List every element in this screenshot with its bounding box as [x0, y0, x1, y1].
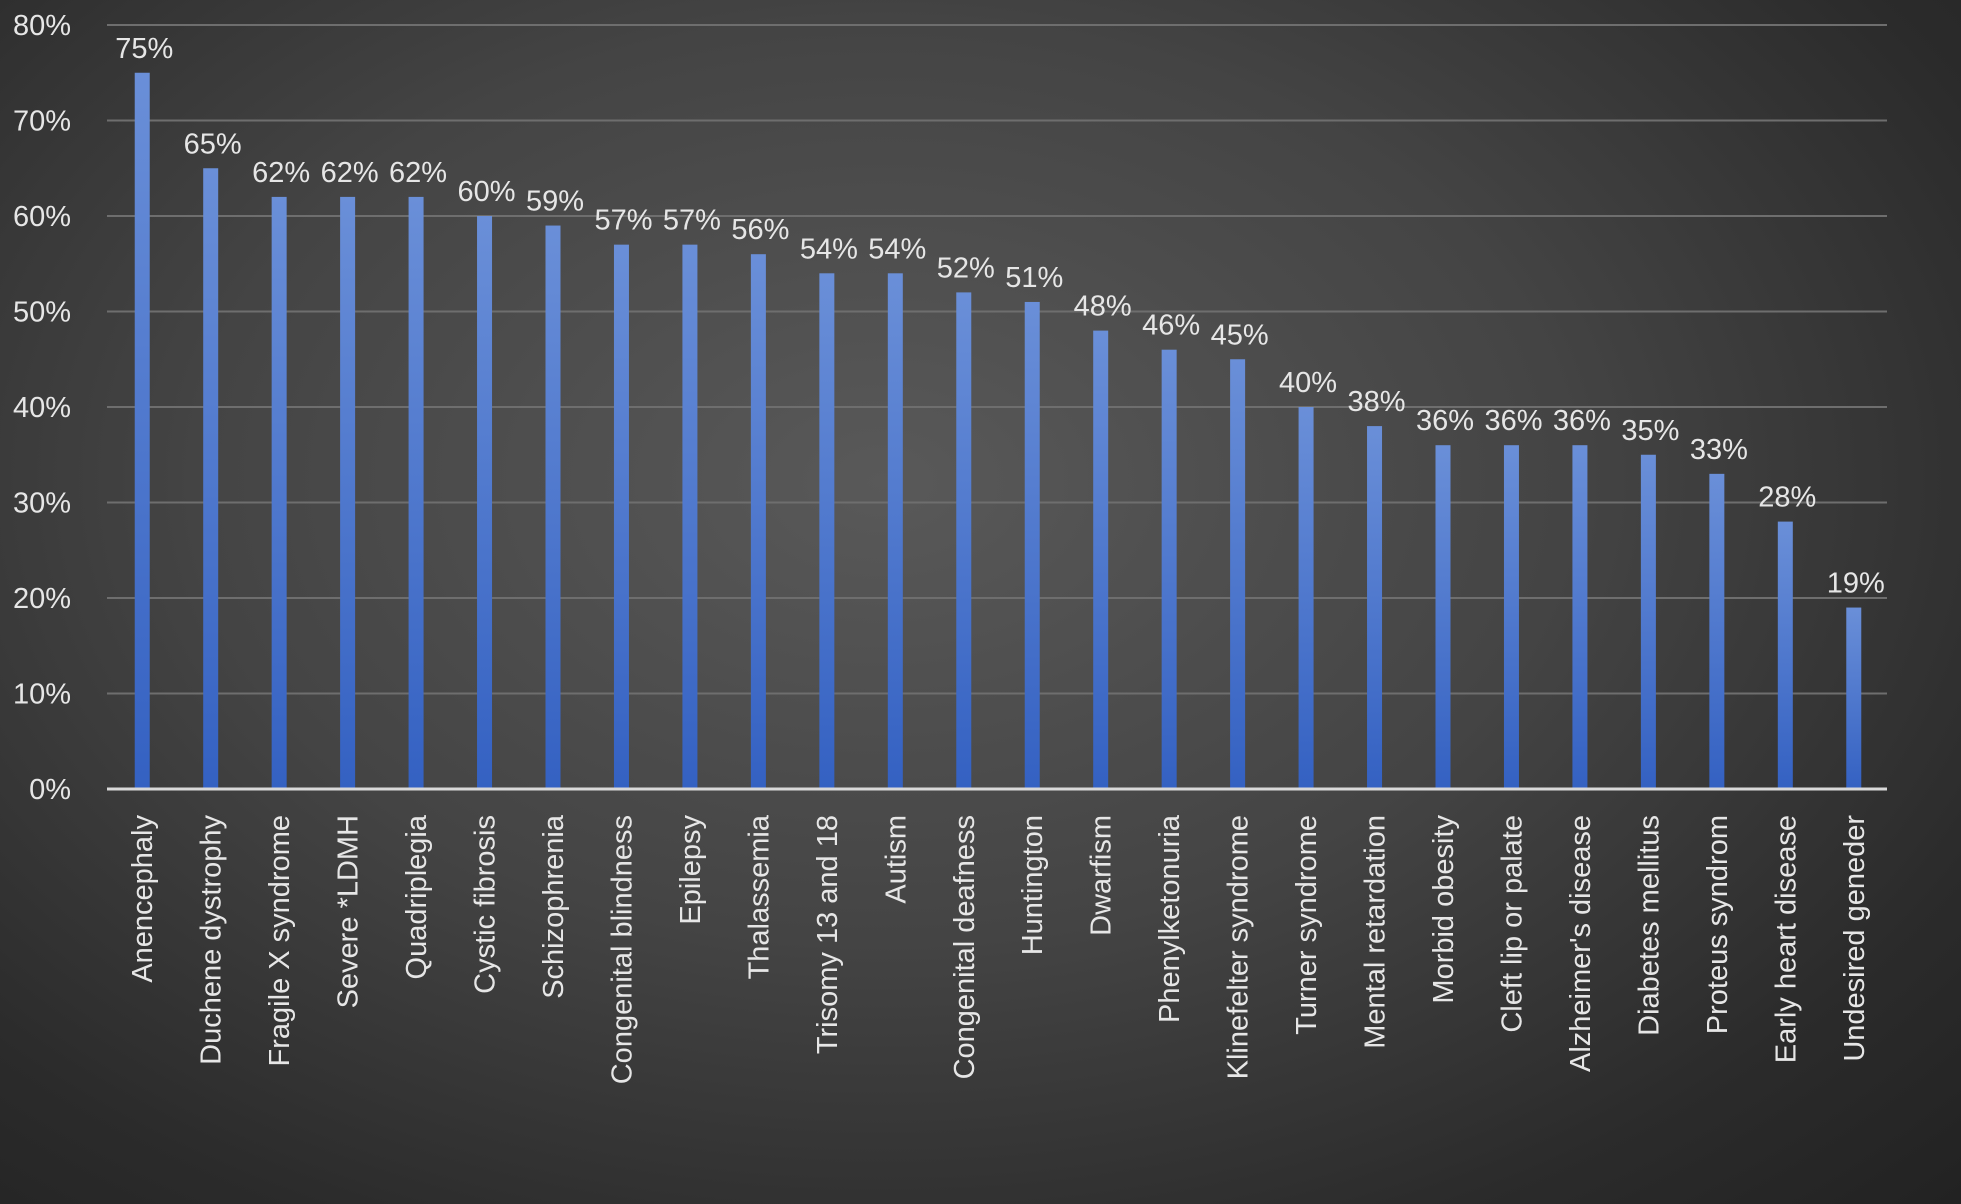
bar	[271, 196, 287, 789]
bars	[134, 72, 1862, 790]
bar	[750, 254, 766, 789]
bar	[1503, 445, 1519, 789]
category-label: Fragile X syndrome	[264, 815, 296, 1066]
y-tick-label: 70%	[13, 106, 71, 138]
bar	[613, 244, 629, 789]
data-label: 57%	[663, 205, 721, 237]
bar	[203, 168, 219, 789]
bar	[1435, 445, 1451, 789]
y-tick-label: 30%	[13, 488, 71, 520]
bar	[1572, 445, 1588, 789]
bar	[956, 292, 972, 789]
bar	[1298, 407, 1314, 789]
category-label: Cystic fibrosis	[470, 815, 502, 994]
data-label: 54%	[868, 233, 926, 265]
data-label: 28%	[1758, 482, 1816, 514]
data-label: 35%	[1621, 415, 1679, 447]
data-label: 62%	[252, 157, 310, 189]
bar	[408, 196, 424, 789]
category-label: Turner syndrome	[1291, 815, 1323, 1035]
category-label: Severe *LDMH	[333, 815, 365, 1008]
category-label: Cleft lip or palate	[1496, 815, 1528, 1033]
y-tick-label: 40%	[13, 392, 71, 424]
data-label: 36%	[1553, 405, 1611, 437]
y-tick-label: 50%	[13, 297, 71, 329]
data-label: 62%	[321, 157, 379, 189]
category-label: Trisomy 13 and 18	[812, 815, 844, 1054]
category-label: Congenital deafness	[949, 815, 981, 1079]
bar	[682, 244, 698, 789]
y-tick-label: 20%	[13, 583, 71, 615]
data-label: 36%	[1484, 405, 1542, 437]
bar	[1093, 330, 1109, 789]
bar	[819, 273, 835, 789]
data-label: 40%	[1279, 367, 1337, 399]
y-tick-label: 60%	[13, 201, 71, 233]
data-label: 60%	[458, 176, 516, 208]
data-label: 52%	[937, 252, 995, 284]
category-label: Epilepsy	[675, 815, 707, 925]
category-labels: Anencephaly Duchene dystrophy Fragile X sy…	[127, 814, 1871, 1084]
category-label: Diabetes mellitus	[1633, 815, 1665, 1036]
category-label: Duchene dystrophy	[196, 815, 228, 1065]
data-label: 38%	[1348, 386, 1406, 418]
bar	[340, 196, 356, 789]
data-label: 36%	[1416, 405, 1474, 437]
data-label: 19%	[1827, 568, 1885, 600]
category-label: Alzheimer's disease	[1565, 815, 1597, 1072]
category-label: Thalassemia	[743, 814, 775, 979]
bar	[1024, 301, 1040, 789]
y-axis-tick-labels: 0% 10% 20% 30% 40% 50% 60% 70% 80%	[13, 10, 71, 806]
category-label: Anencephaly	[127, 815, 159, 983]
category-label: Early heart disease	[1770, 815, 1802, 1063]
bar	[1230, 359, 1246, 789]
category-label: Proteus syndrom	[1702, 815, 1734, 1034]
category-label: Undesired geneder	[1839, 815, 1871, 1062]
data-label: 33%	[1690, 434, 1748, 466]
category-label: Huntington	[1017, 815, 1049, 955]
gridlines	[107, 24, 1887, 695]
data-label: 54%	[800, 233, 858, 265]
data-label: 45%	[1211, 319, 1269, 351]
bar	[1161, 349, 1177, 789]
category-label: Phenylketonuria	[1154, 814, 1186, 1023]
bar	[477, 216, 493, 789]
bar	[545, 225, 561, 790]
category-label: Autism	[880, 815, 912, 904]
data-label: 62%	[389, 157, 447, 189]
data-label: 48%	[1074, 291, 1132, 323]
bar	[134, 72, 150, 789]
data-label: 56%	[731, 214, 789, 246]
bar	[1367, 426, 1383, 789]
data-label: 59%	[526, 186, 584, 218]
category-label: Mental retardation	[1360, 815, 1392, 1049]
bar	[887, 273, 903, 789]
category-label: Quadriplegia	[401, 814, 433, 979]
data-label: 75%	[115, 33, 173, 65]
bar	[1640, 454, 1656, 789]
data-labels: 75% 65% 62% 62% 62% 60% 59% 57% 57% 56% 54% 54% 52% 5…	[115, 33, 1885, 600]
category-label: Dwarfism	[1086, 815, 1118, 936]
category-label: Klinefelter syndrome	[1223, 815, 1255, 1079]
data-label: 51%	[1005, 262, 1063, 294]
category-label: Morbid obesity	[1428, 815, 1460, 1004]
y-tick-label: 80%	[13, 10, 71, 42]
bar	[1709, 473, 1725, 789]
data-label: 65%	[184, 128, 242, 160]
data-label: 46%	[1142, 310, 1200, 342]
data-label: 57%	[594, 205, 652, 237]
category-label: Congenital blindness	[606, 815, 638, 1084]
bar	[1846, 607, 1862, 789]
y-tick-label: 0%	[29, 774, 71, 806]
y-tick-label: 10%	[13, 679, 71, 711]
category-label: Schizophrenia	[538, 814, 570, 999]
bar	[1777, 521, 1793, 789]
